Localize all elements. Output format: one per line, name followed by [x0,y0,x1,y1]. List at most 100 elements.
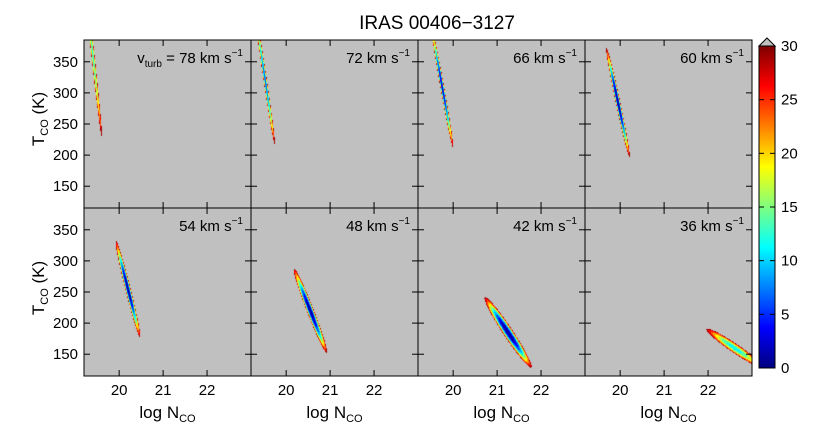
panel-label: 72 km s−1 [346,48,410,67]
panel-label-value: 60 [680,50,697,67]
y-axis-label-unit: (K) [29,261,48,288]
panel-label: 54 km s−1 [179,216,243,235]
panel-label-unit-sup: −1 [399,216,411,227]
colorbar-tick-label: 25 [781,92,798,109]
y-axis-label-top: TCO (K) [29,92,51,146]
panel-label: 48 km s−1 [346,216,410,235]
colorbar-extend-max [757,37,777,47]
y-axis-label-bottom: TCO (K) [29,261,51,315]
heatmap-36 [585,208,752,376]
colorbar-gradient [759,46,775,368]
panel-60: 60 km s−1 [584,39,753,209]
panel-78: 150 200 250 300 350 vturb = 78 km s−1 [53,39,252,209]
panel-label-unit: km s [697,50,733,67]
x-tick-label: 20 [612,382,629,399]
panel-label: 36 km s−1 [680,216,744,235]
panel-72: 72 km s−1 [250,39,419,209]
x-axis-label: log NCO [640,403,697,425]
panel-label-v: v [137,50,145,67]
panel-label-value: 54 [179,218,196,235]
y-tick-label: 250 [53,116,78,133]
y-tick-label: 150 [53,178,78,195]
panel-66: 66 km s−1 [417,39,586,209]
panel-label-unit: km s [363,218,399,235]
y-axis-label-sub: CO [39,119,51,136]
panel-label-value: 36 [680,218,697,235]
panel-label-eq: = [162,50,179,67]
x-axis-label: log NCO [306,403,363,425]
heatmap-42 [418,208,585,376]
colorbar-tick-label: 10 [781,253,798,270]
panel-label-unit-sup: −1 [232,48,244,59]
y-tick-label: 350 [53,222,78,239]
panel-48: 20 21 22 48 km s−1 [250,207,419,399]
x-tick-label: 22 [533,382,550,399]
x-tick-label: 21 [489,382,506,399]
panel-label-v-sub: turb [145,59,163,70]
x-tick-label: 21 [322,382,339,399]
colorbar: 0 5 10 15 20 25 30 [757,37,798,377]
heatmap-60 [585,40,752,208]
x-tick-label: 22 [199,382,216,399]
heatmap-72 [251,40,418,208]
heatmap-78 [84,40,251,208]
x-tick-label: 21 [656,382,673,399]
panel-label-unit: km s [530,50,566,67]
panel-label-unit-sup: −1 [566,216,578,227]
panel-label-value: 48 [346,218,363,235]
panel-label-unit-sup: −1 [399,48,411,59]
y-axis-label-base: T [29,305,48,315]
x-tick-label: 20 [278,382,295,399]
y-tick-label: 300 [53,253,78,270]
y-tick-label: 200 [53,315,78,332]
colorbar-tick-label: 0 [781,360,789,377]
panel-label-value: 78 [179,50,196,67]
panel-label-unit-sup: −1 [566,48,578,59]
panel-label-value: 66 [513,50,530,67]
panel-label-unit: km s [363,50,399,67]
y-axis-label-unit: (K) [29,92,48,119]
panel-54: 20 21 22 150 200 250 300 350 54 km s−1 [53,207,252,399]
colorbar-tick-label: 30 [781,38,798,55]
colorbar-tick-label: 20 [781,145,798,162]
y-axis-label-base: T [29,136,48,146]
svg-text:TCO (K): TCO (K) [29,261,51,315]
x-axis-label: log NCO [473,403,530,425]
x-tick-label: 21 [155,382,172,399]
y-tick-label: 200 [53,147,78,164]
panel-label: 66 km s−1 [513,48,577,67]
panel-label-unit-sup: −1 [232,216,244,227]
y-tick-label: 300 [53,85,78,102]
panel-label-unit: km s [196,218,232,235]
panel-label: 42 km s−1 [513,216,577,235]
svg-text:TCO (K): TCO (K) [29,92,51,146]
colorbar-tick-label: 15 [781,199,798,216]
panel-label-unit-sup: −1 [733,48,745,59]
panel-42: 20 21 22 42 km s−1 [417,207,586,399]
panel-label: vturb = 78 km s−1 [137,48,243,70]
x-axis-label: log NCO [139,403,196,425]
y-tick-label: 150 [53,346,78,363]
colorbar-ticks: 0 5 10 15 20 25 30 [759,38,798,377]
y-tick-label: 350 [53,54,78,71]
panel-36: 20 21 22 36 km s−1 [584,207,753,399]
panel-label-unit: km s [530,218,566,235]
panel-label-unit-sup: −1 [733,216,745,227]
x-tick-label: 22 [366,382,383,399]
panel-label-value: 42 [513,218,530,235]
colorbar-tick-label: 5 [781,306,789,323]
panel-label-unit: km s [196,50,232,67]
panel-label-unit: km s [697,218,733,235]
x-tick-label: 20 [445,382,462,399]
panel-label: 60 km s−1 [680,48,744,67]
x-axis-labels: log NCO log NCO log NCO log NCO [139,403,697,425]
heatmap-48 [251,208,418,376]
heatmap-54 [84,208,251,376]
y-tick-label: 250 [53,284,78,301]
x-tick-label: 20 [111,382,128,399]
chart-title: IRAS 00406−3127 [359,13,515,34]
panel-label-value: 72 [346,50,363,67]
heatmap-66 [418,40,585,208]
